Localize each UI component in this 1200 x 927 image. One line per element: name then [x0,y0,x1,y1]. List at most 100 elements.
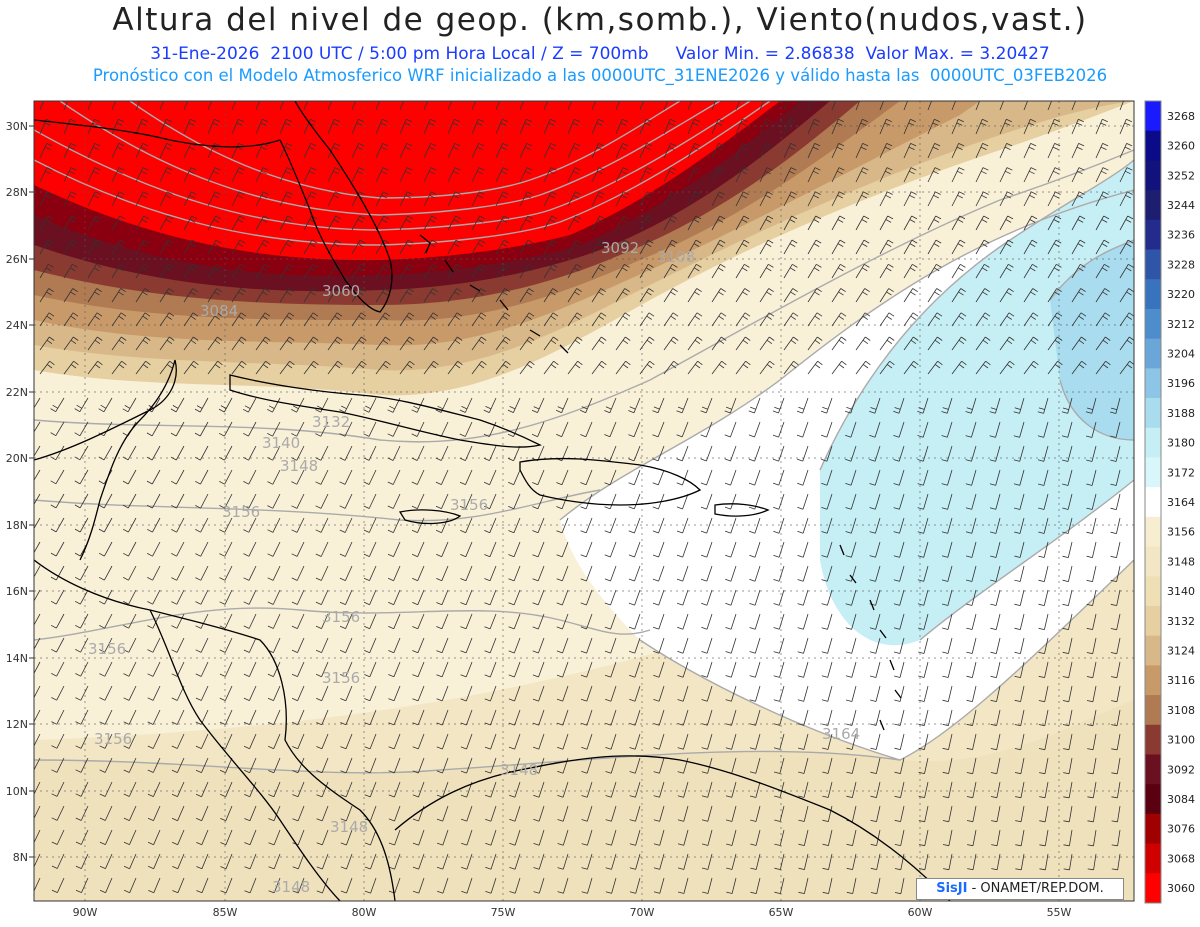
wind-barb [855,360,871,375]
wind-barb [436,709,449,726]
wind-barb [135,336,151,351]
wind-barb [183,360,199,375]
colorbar-label: 3076 [1167,823,1195,836]
wind-barb [218,421,233,437]
wind-barb [532,589,545,606]
wind-barb [580,589,593,606]
wind-barb [98,541,113,557]
wind-barb [1062,541,1073,558]
wind-barb [340,805,353,822]
wind-barb [292,853,305,870]
wind-barb [735,263,750,279]
wind-barb [364,781,377,798]
wind-barb [375,288,390,303]
wind-barb [111,101,123,111]
wind-barb [773,685,785,702]
wind-barb [135,239,150,255]
wind-barb [580,613,593,630]
wind-barb [243,493,257,509]
lat-label: 14N [6,652,28,665]
wind-barb [1095,312,1111,327]
wind-barb [557,829,569,846]
wind-barb [724,493,737,510]
wind-barb [291,493,305,509]
wind-barb [759,118,772,135]
wind-barb [123,853,137,870]
wind-barb [783,101,795,111]
wind-barb [207,239,222,255]
wind-barb [460,565,473,582]
wind-barb [375,118,388,135]
wind-barb [615,239,630,255]
wind-barb [893,565,905,582]
wind-barb [1119,118,1132,135]
wind-barb [351,101,363,111]
colorbar-label: 3228 [1167,258,1195,271]
wind-barb [315,613,329,629]
wind-barb [917,493,929,510]
wind-barb [495,101,507,111]
wind-barb [1061,397,1073,414]
wind-barb [870,853,881,870]
wind-barb [750,853,761,870]
wind-barb [869,397,881,414]
wind-barb [918,829,929,847]
wind-barb [677,709,689,726]
wind-barb [363,565,377,581]
wind-barb [711,263,726,279]
wind-barb [1014,589,1025,606]
wind-barb [942,805,953,823]
colorbar-label: 3084 [1167,793,1195,806]
wind-barb [411,493,425,509]
wind-barb [399,263,414,279]
wind-barb [532,709,545,726]
wind-barb [725,589,737,606]
wind-barb [159,336,175,351]
wind-barb [207,191,221,207]
colorbar-swatch [1145,784,1161,815]
wind-barb [942,613,953,630]
wind-barb [701,853,713,870]
wind-barb [243,661,257,677]
wind-barb [509,853,521,870]
wind-barb [941,493,953,510]
wind-barb [485,853,497,870]
wind-barb [893,421,905,438]
wind-barb [196,829,209,846]
wind-barb [195,661,209,677]
wind-barb [975,263,990,279]
wind-barb [990,685,1001,702]
wind-barb [1038,589,1049,606]
wind-barb [951,118,964,135]
wind-barb [207,336,223,351]
wind-barb [243,733,257,750]
wind-barb [894,661,905,678]
wind-barb [34,661,41,675]
wind-barb [1038,493,1049,510]
wind-barb [822,733,833,750]
wind-barb [604,565,617,582]
wind-barb [34,541,41,554]
wind-barb [1062,637,1073,654]
wind-barb [471,312,487,327]
wind-barb [772,421,785,438]
wind-barb [147,829,161,846]
wind-barb [255,360,271,375]
wind-barb [483,445,497,461]
wind-barb [941,445,953,462]
wind-barb [292,805,305,822]
wind-barb [39,143,53,159]
colorbar-swatch [1145,398,1161,429]
wind-barb [1071,118,1084,135]
credit-text: - ONAMET/REP.DOM. [967,881,1104,896]
wind-barb [591,336,607,351]
wind-barb [460,541,473,558]
wind-barb [507,445,521,462]
wind-barb [796,421,809,438]
wind-barb [508,469,521,486]
wind-barb [797,517,809,534]
wind-barb [315,469,329,485]
wind-barb [1110,469,1121,486]
wind-barb [903,312,919,327]
wind-barb [807,312,823,327]
